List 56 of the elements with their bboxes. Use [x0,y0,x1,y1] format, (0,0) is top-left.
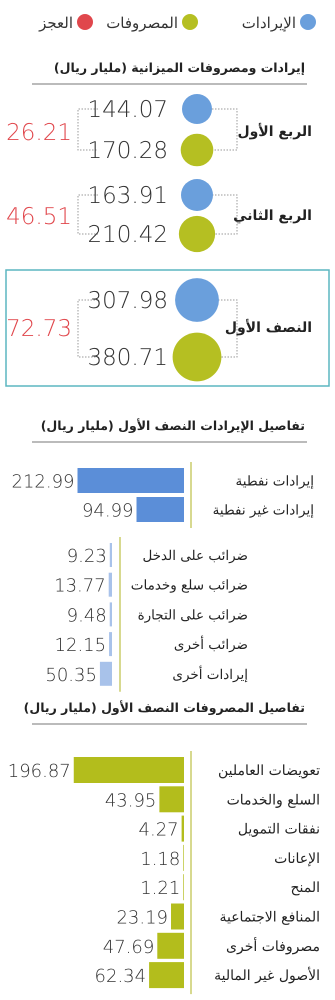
data-label: 62.34 [94,966,146,988]
chart-title: تفاصيل الإيرادات النصف الأول (مليار ريال) [40,418,305,434]
bar [149,962,184,988]
data-label: 13.77 [54,576,106,597]
data-label: 196.87 [8,761,71,782]
y-tick-label: نفقات التمويل [238,822,320,838]
y-tick-label: ضرائب على الدخل [142,548,248,564]
y-tick-label: الأصول غير المالية [214,966,320,984]
data-label: 9.23 [66,546,107,567]
data-label: 307.98 [88,288,168,314]
data-label: 9.48 [66,605,107,626]
bar [157,932,184,959]
y-tick-label: ضرائب أخرى [174,635,248,654]
text: إيرادات ومصروفات الميزانية (مليار ريال) [54,60,305,76]
y-tick-label: المنافع الاجتماعية [219,910,320,926]
chart-title: تفاصيل المصروفات النصف الأول (مليار ريال) [24,700,305,716]
data-label: 26.21 [6,120,72,146]
data-label: 1.21 [140,878,180,900]
bar [171,904,184,930]
data-label: 212.99 [12,472,75,492]
y-tick-label: ضرائب سلع وخدمات [130,578,248,594]
data-label: 43.95 [104,790,156,812]
category-label: الربع الثاني [233,208,312,224]
data-label: 47.69 [102,936,154,958]
legend-label: العجز [38,14,73,32]
y-tick-label: إيرادات نفطية [236,474,314,490]
data-label: 1.18 [140,848,180,870]
data-label: 94.99 [82,500,134,522]
data-label: 380.71 [88,345,168,371]
data-label: 72.73 [6,316,72,342]
y-tick-label: مصروفات أخرى [226,936,320,955]
bar [159,786,184,812]
category-label: النصف الأول [224,318,312,336]
y-tick-label: إيرادات غير نفطية [212,502,314,518]
data-label: 4.27 [138,820,179,841]
data-label: 23.19 [116,908,168,928]
y-tick-label: السلع والخدمات [226,792,320,808]
y-tick-label: إيرادات أخرى [172,664,248,683]
y-tick-label: المنح [290,880,320,896]
data-label: 163.91 [88,183,168,209]
legend-label: المصروفات [106,14,178,32]
bar [74,757,184,783]
data-label: 50.35 [45,664,97,686]
y-tick-label: الإعانات [274,850,320,867]
bar [109,632,112,656]
legend-label: الإيرادات [242,14,296,32]
y-tick-label: تعويضات العاملين [218,763,320,779]
data-label: 170.28 [88,138,168,164]
bar [100,662,112,686]
y-tick-label: ضرائب على التجارة [138,607,248,624]
data-label: 46.51 [6,204,72,230]
bar [108,572,112,597]
data-label: 144.07 [88,97,168,123]
data-label: 12.15 [54,635,106,656]
data-label: 210.42 [88,222,168,248]
category-label: الربع الأول [237,122,312,140]
